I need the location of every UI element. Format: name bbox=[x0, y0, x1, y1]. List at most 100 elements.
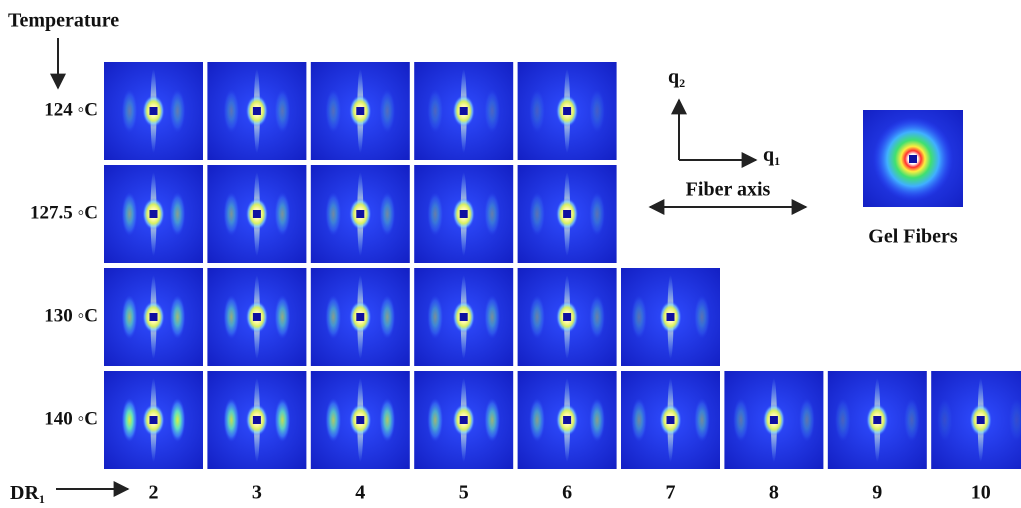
beam-stop bbox=[150, 107, 158, 115]
scattering-pattern bbox=[931, 371, 1021, 469]
scattering-pattern bbox=[414, 62, 513, 160]
column-label: 2 bbox=[149, 482, 159, 504]
side-lobe bbox=[325, 295, 341, 339]
side-lobe bbox=[122, 398, 138, 442]
scattering-pattern bbox=[724, 371, 823, 469]
column-label: 7 bbox=[666, 482, 676, 504]
beam-stop bbox=[667, 313, 675, 321]
beam-stop bbox=[770, 416, 778, 424]
scattering-pattern bbox=[414, 165, 513, 263]
column-label: 3 bbox=[252, 482, 262, 504]
side-lobe bbox=[170, 192, 186, 236]
side-lobe bbox=[529, 295, 545, 339]
scattering-pattern bbox=[311, 62, 410, 160]
scattering-pattern bbox=[414, 371, 513, 469]
beam-stop bbox=[563, 210, 571, 218]
side-lobe bbox=[733, 398, 749, 442]
scattering-pattern bbox=[207, 268, 306, 366]
beam-stop bbox=[977, 416, 985, 424]
side-lobe bbox=[484, 398, 500, 442]
temperature-label: Temperature bbox=[8, 10, 119, 32]
side-lobe bbox=[631, 295, 647, 339]
beam-stop bbox=[563, 416, 571, 424]
side-lobe bbox=[427, 192, 443, 236]
scattering-pattern bbox=[207, 165, 306, 263]
side-lobe bbox=[835, 398, 851, 442]
scattering-pattern bbox=[518, 62, 617, 160]
side-lobe bbox=[379, 89, 395, 133]
scattering-pattern bbox=[311, 268, 410, 366]
beam-stop bbox=[150, 416, 158, 424]
scattering-pattern bbox=[104, 371, 203, 469]
beam-stop bbox=[563, 107, 571, 115]
row-label: 124 ◦C bbox=[44, 99, 98, 120]
scattering-pattern bbox=[414, 268, 513, 366]
side-lobe bbox=[589, 192, 605, 236]
beam-stop bbox=[253, 210, 261, 218]
row-label: 140 ◦C bbox=[44, 408, 98, 429]
column-label: 6 bbox=[562, 482, 572, 504]
side-lobe bbox=[170, 295, 186, 339]
scattering-pattern bbox=[104, 165, 203, 263]
row-label: 130 ◦C bbox=[44, 305, 98, 326]
q2-label: q2 bbox=[668, 66, 685, 90]
side-lobe bbox=[274, 398, 290, 442]
side-lobe bbox=[427, 398, 443, 442]
side-lobe bbox=[589, 89, 605, 133]
scattering-pattern bbox=[518, 268, 617, 366]
side-lobe bbox=[484, 192, 500, 236]
scattering-pattern bbox=[621, 268, 720, 366]
side-lobe bbox=[274, 295, 290, 339]
dr-label: DR1 bbox=[10, 482, 45, 506]
column-label: 10 bbox=[971, 482, 991, 504]
beam-stop bbox=[356, 416, 364, 424]
beam-stop bbox=[460, 107, 468, 115]
beam-stop bbox=[150, 313, 158, 321]
side-lobe bbox=[379, 398, 395, 442]
scattering-pattern bbox=[621, 371, 720, 469]
beam-stop bbox=[150, 210, 158, 218]
scattering-pattern bbox=[311, 165, 410, 263]
scattering-pattern bbox=[207, 371, 306, 469]
side-lobe bbox=[379, 295, 395, 339]
beam-stop bbox=[460, 210, 468, 218]
side-lobe bbox=[379, 192, 395, 236]
beam-stop bbox=[356, 313, 364, 321]
side-lobe bbox=[170, 398, 186, 442]
figure: Temperature DR1 q2 q1 Fiber axis Gel Fib… bbox=[0, 0, 1021, 508]
side-lobe bbox=[529, 398, 545, 442]
scattering-pattern bbox=[207, 62, 306, 160]
side-lobe bbox=[223, 89, 239, 133]
side-lobe bbox=[937, 398, 953, 442]
side-lobe bbox=[427, 89, 443, 133]
beam-stop bbox=[253, 416, 261, 424]
beam-stop bbox=[563, 313, 571, 321]
column-label: 5 bbox=[459, 482, 469, 504]
side-lobe bbox=[325, 89, 341, 133]
fiber-axis-label: Fiber axis bbox=[686, 179, 771, 201]
gel-fibers-label: Gel Fibers bbox=[868, 226, 958, 248]
side-lobe bbox=[274, 192, 290, 236]
side-lobe bbox=[325, 192, 341, 236]
side-lobe bbox=[223, 192, 239, 236]
side-lobe bbox=[529, 192, 545, 236]
side-lobe bbox=[122, 89, 138, 133]
side-lobe bbox=[122, 192, 138, 236]
side-lobe bbox=[694, 398, 710, 442]
scattering-pattern bbox=[104, 268, 203, 366]
beam-stop bbox=[253, 313, 261, 321]
beam-stop bbox=[460, 416, 468, 424]
scattering-pattern bbox=[311, 371, 410, 469]
side-lobe bbox=[274, 89, 290, 133]
side-lobe bbox=[529, 89, 545, 133]
beam-stop bbox=[460, 313, 468, 321]
column-label: 8 bbox=[769, 482, 779, 504]
side-lobe bbox=[122, 295, 138, 339]
side-lobe bbox=[325, 398, 341, 442]
side-lobe bbox=[223, 295, 239, 339]
gel-fibers-pattern bbox=[863, 110, 963, 207]
beam-stop bbox=[873, 416, 881, 424]
scattering-pattern bbox=[104, 62, 203, 160]
side-lobe bbox=[484, 89, 500, 133]
scattering-pattern bbox=[828, 371, 927, 469]
